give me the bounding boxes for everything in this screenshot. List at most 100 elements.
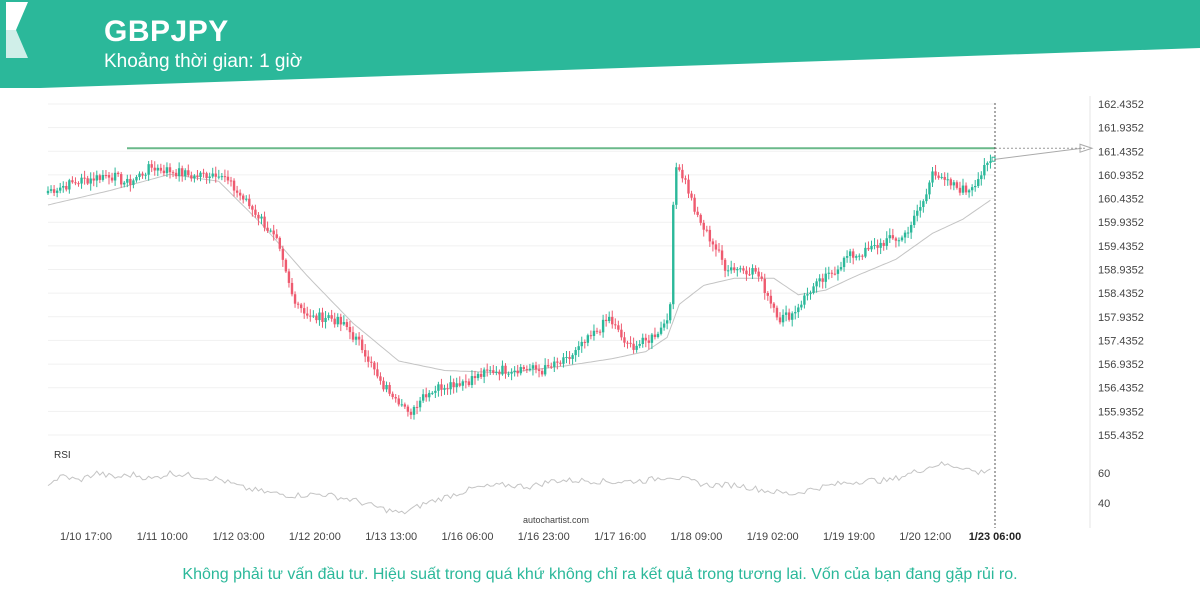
candle-down (943, 176, 946, 180)
price-tick-label: 158.9352 (1098, 265, 1144, 277)
candle-down (254, 209, 257, 215)
candle-up (736, 269, 739, 271)
candle-up (855, 256, 858, 258)
candle-up (739, 268, 742, 270)
candle-up (806, 294, 809, 296)
time-tick-label: 1/10 17:00 (60, 531, 112, 543)
candle-up (437, 384, 440, 391)
candle-down (748, 274, 751, 276)
candle-up (961, 185, 965, 193)
candle-down (86, 178, 89, 184)
time-tick-label: 1/12 20:00 (289, 531, 341, 543)
candle-up (89, 178, 92, 184)
candle-down (403, 404, 407, 407)
rsi-axis-labels: 60 40 (1098, 468, 1110, 510)
candle-up (455, 383, 458, 388)
autochartist-logo-icon (6, 2, 28, 58)
candle-up (354, 336, 358, 340)
candle-down (742, 268, 745, 271)
candle-up (913, 215, 916, 226)
candle-down (376, 369, 379, 377)
candle-down (699, 214, 702, 223)
candle-down (479, 373, 483, 377)
time-axis-labels: 1/10 17:00 1/11 10:00 1/12 03:00 1/12 20:00… (60, 531, 1021, 543)
candle-down (162, 170, 166, 174)
candle-up (177, 168, 181, 177)
candle-up (888, 235, 891, 239)
time-tick-label: 1/17 16:00 (594, 531, 646, 543)
candle-down (248, 198, 251, 207)
candle-down (882, 242, 885, 246)
candle-down (705, 229, 708, 231)
candle-up (510, 372, 513, 374)
candle-up (919, 207, 922, 211)
price-tick-label: 157.9352 (1098, 312, 1144, 324)
candle-up (897, 240, 901, 242)
candle-up (980, 175, 983, 180)
candle-down (196, 175, 199, 178)
candle-down (397, 398, 400, 405)
candle-down (583, 341, 586, 343)
candle-down (769, 295, 773, 304)
candle-up (842, 257, 846, 268)
candle-up (553, 361, 556, 367)
candle-up (519, 367, 522, 374)
candle-down (345, 322, 349, 327)
candle-down (257, 214, 260, 219)
candle-up (803, 295, 806, 305)
candle-down (153, 167, 156, 171)
candle-up (839, 267, 843, 270)
candle-down (595, 330, 599, 332)
candle-down (949, 179, 952, 186)
price-tick-label: 159.9352 (1098, 217, 1144, 229)
candle-down (202, 172, 205, 174)
candle-down (763, 278, 766, 294)
candle-up (885, 238, 888, 246)
candle-down (964, 185, 968, 193)
candle-down (589, 335, 593, 337)
candle-up (601, 319, 605, 333)
candle-down (623, 337, 626, 343)
candle-down (934, 171, 937, 176)
candle-down (775, 307, 779, 318)
candle-up (220, 176, 224, 178)
candle-down (150, 164, 153, 168)
time-tick-label: 1/12 03:00 (213, 531, 265, 543)
candle-up (970, 187, 974, 191)
candle-up (812, 286, 815, 293)
candle-down (540, 370, 544, 375)
candle-down (702, 222, 705, 230)
candle-down (357, 336, 361, 340)
candle-up (635, 345, 638, 350)
candle-up (870, 245, 873, 250)
candle-down (556, 361, 559, 363)
candle-up (470, 376, 474, 386)
candle-up (669, 304, 672, 321)
candle-up (211, 173, 214, 177)
candle-down (214, 173, 217, 177)
candle-up (906, 232, 910, 234)
candle-down (766, 293, 769, 296)
candle-up (528, 368, 532, 371)
candle-down (272, 230, 275, 235)
candle-down (559, 362, 562, 364)
candle-down (309, 315, 312, 317)
candle-up (815, 281, 818, 287)
candle-down (406, 406, 410, 412)
price-tick-label: 156.4352 (1098, 383, 1144, 395)
candle-up (324, 317, 327, 323)
candle-down (98, 175, 102, 180)
price-tick-label: 155.9352 (1098, 406, 1144, 418)
candle-up (659, 327, 663, 334)
candle-down (492, 370, 495, 373)
candle-down (678, 167, 681, 170)
time-tick-label: 1/20 12:00 (899, 531, 951, 543)
candle-up (836, 269, 840, 274)
price-tick-label: 158.4352 (1098, 288, 1144, 300)
candle-up (245, 198, 248, 200)
candle-down (388, 384, 391, 394)
candle-up (507, 373, 510, 375)
candle-down (452, 382, 455, 388)
candle-up (144, 174, 147, 176)
candle-up (327, 315, 330, 318)
